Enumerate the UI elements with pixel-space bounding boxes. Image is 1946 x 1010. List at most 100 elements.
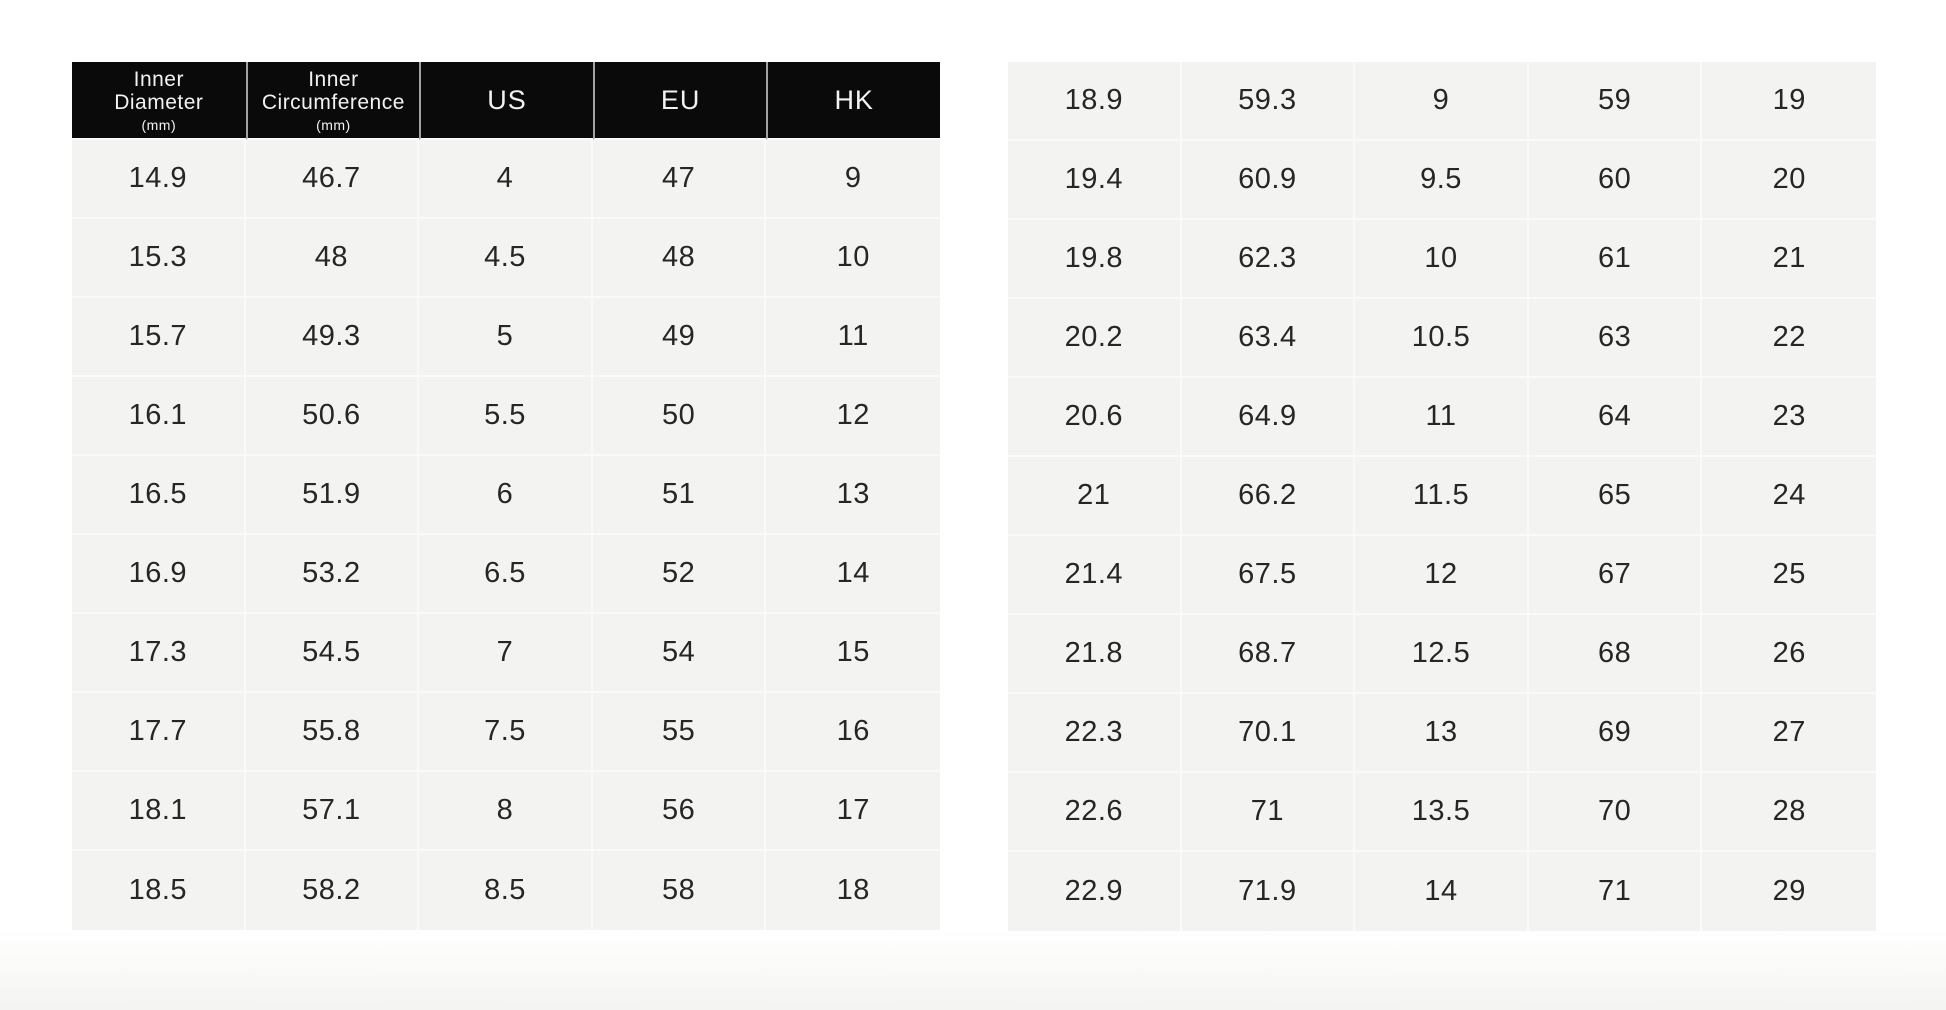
- table-cell: 47: [592, 140, 767, 219]
- table-row: 22.6 71 13.5 70 28: [1008, 773, 1876, 852]
- table-row: 22.3 70.1 13 69 27: [1008, 694, 1876, 773]
- table-cell: 22.9: [1008, 852, 1182, 931]
- table-cell: 71: [1181, 773, 1356, 852]
- table-cell: 51: [592, 456, 767, 535]
- table-cell: 69: [1528, 694, 1703, 773]
- table-cell: 28: [1702, 773, 1876, 852]
- table-cell: 22.3: [1008, 694, 1182, 773]
- table-row: 20.6 64.9 11 64 23: [1008, 378, 1876, 457]
- header-us: US: [419, 62, 593, 140]
- table-cell: 21.4: [1008, 536, 1182, 615]
- table-cell: 67: [1528, 536, 1703, 615]
- table-cell: 15.7: [72, 298, 246, 377]
- header-line: Diameter: [114, 90, 204, 114]
- table-cell: 7: [419, 614, 593, 693]
- table-cell: 61: [1528, 220, 1703, 299]
- ring-size-table-left: Inner Diameter (mm) Inner Circumference …: [72, 62, 940, 930]
- table-cell: 26: [1702, 615, 1876, 694]
- table-cell: 19.8: [1008, 220, 1182, 299]
- table-cell: 14: [766, 535, 940, 614]
- table-cell: 24: [1702, 457, 1876, 536]
- table-cell: 17.3: [72, 614, 246, 693]
- header-hk: HK: [766, 62, 940, 140]
- left-table-body: 14.9 46.7 4 47 9 15.3 48 4.5 48 10 15.7 49.3 5 49 11 16…: [72, 140, 940, 930]
- table-cell: 9.5: [1355, 141, 1529, 220]
- table-cell: 13: [1355, 694, 1529, 773]
- table-cell: 25: [1702, 536, 1876, 615]
- table-cell: 9: [1355, 62, 1529, 141]
- table-cell: 14: [1355, 852, 1529, 931]
- table-cell: 21: [1702, 220, 1876, 299]
- header-line: Inner: [133, 67, 184, 91]
- table-cell: 11.5: [1355, 457, 1529, 536]
- table-row: 18.5 58.2 8.5 58 18: [72, 851, 940, 930]
- table-cell: 59: [1528, 62, 1703, 141]
- header-eu: EU: [592, 62, 767, 140]
- table-cell: 55: [592, 693, 767, 772]
- table-cell: 54.5: [245, 614, 420, 693]
- table-cell: 57.1: [245, 772, 420, 851]
- table-cell: 20.2: [1008, 299, 1182, 378]
- table-cell: 64: [1528, 378, 1703, 457]
- table-cell: 55.8: [245, 693, 420, 772]
- table-cell: 52: [592, 535, 767, 614]
- table-cell: 16.1: [72, 377, 246, 456]
- table-cell: 5.5: [419, 377, 593, 456]
- table-cell: 14.9: [72, 140, 246, 219]
- table-cell: 8: [419, 772, 593, 851]
- table-cell: 56: [592, 772, 767, 851]
- table-cell: 67.5: [1181, 536, 1356, 615]
- table-cell: 13.5: [1355, 773, 1529, 852]
- table-cell: 18.9: [1008, 62, 1182, 141]
- header-unit: (mm): [316, 116, 351, 133]
- table-cell: 66.2: [1181, 457, 1356, 536]
- header-unit: (mm): [141, 116, 177, 133]
- table-cell: 17: [766, 772, 940, 851]
- table-cell: 19.4: [1008, 141, 1182, 220]
- table-cell: 50.6: [245, 377, 420, 456]
- table-cell: 48: [592, 219, 767, 298]
- table-cell: 8.5: [419, 851, 593, 930]
- table-cell: 6.5: [419, 535, 593, 614]
- table-cell: 29: [1702, 852, 1876, 931]
- table-cell: 19: [1702, 62, 1876, 141]
- table-row: 16.9 53.2 6.5 52 14: [72, 535, 940, 614]
- table-row: 19.4 60.9 9.5 60 20: [1008, 141, 1876, 220]
- table-row: 17.3 54.5 7 54 15: [72, 614, 940, 693]
- table-cell: 59.3: [1181, 62, 1356, 141]
- table-cell: 70: [1528, 773, 1703, 852]
- table-cell: 53.2: [245, 535, 420, 614]
- table-cell: 12: [1355, 536, 1529, 615]
- header-label: US: [487, 84, 527, 115]
- table-cell: 4: [419, 140, 593, 219]
- table-row: 14.9 46.7 4 47 9: [72, 140, 940, 219]
- table-row: 17.7 55.8 7.5 55 16: [72, 693, 940, 772]
- table-cell: 60: [1528, 141, 1703, 220]
- table-cell: 71.9: [1181, 852, 1356, 931]
- table-cell: 16.9: [72, 535, 246, 614]
- table-row: 16.1 50.6 5.5 50 12: [72, 377, 940, 456]
- table-cell: 10: [1355, 220, 1529, 299]
- table-cell: 18.1: [72, 772, 246, 851]
- header-inner-circumference: Inner Circumference (mm): [245, 62, 420, 140]
- table-row: 18.1 57.1 8 56 17: [72, 772, 940, 851]
- table-cell: 11: [766, 298, 940, 377]
- table-cell: 12: [766, 377, 940, 456]
- table-cell: 65: [1528, 457, 1703, 536]
- table-cell: 4.5: [419, 219, 593, 298]
- table-cell: 21: [1008, 457, 1182, 536]
- table-row: 21 66.2 11.5 65 24: [1008, 457, 1876, 536]
- table-cell: 68.7: [1181, 615, 1356, 694]
- table-cell: 20.6: [1008, 378, 1182, 457]
- table-cell: 23: [1702, 378, 1876, 457]
- table-cell: 62.3: [1181, 220, 1356, 299]
- table-row: 15.7 49.3 5 49 11: [72, 298, 940, 377]
- ring-size-table-right: 18.9 59.3 9 59 19 19.4 60.9 9.5 60 20 19.8 62.3 10 61…: [1008, 62, 1876, 931]
- table-cell: 70.1: [1181, 694, 1356, 773]
- right-table-body: 18.9 59.3 9 59 19 19.4 60.9 9.5 60 20 19.8 62.3 10 61…: [1008, 62, 1876, 931]
- table-cell: 51.9: [245, 456, 420, 535]
- table-row: 20.2 63.4 10.5 63 22: [1008, 299, 1876, 378]
- table-cell: 46.7: [245, 140, 420, 219]
- table-cell: 68: [1528, 615, 1703, 694]
- table-cell: 27: [1702, 694, 1876, 773]
